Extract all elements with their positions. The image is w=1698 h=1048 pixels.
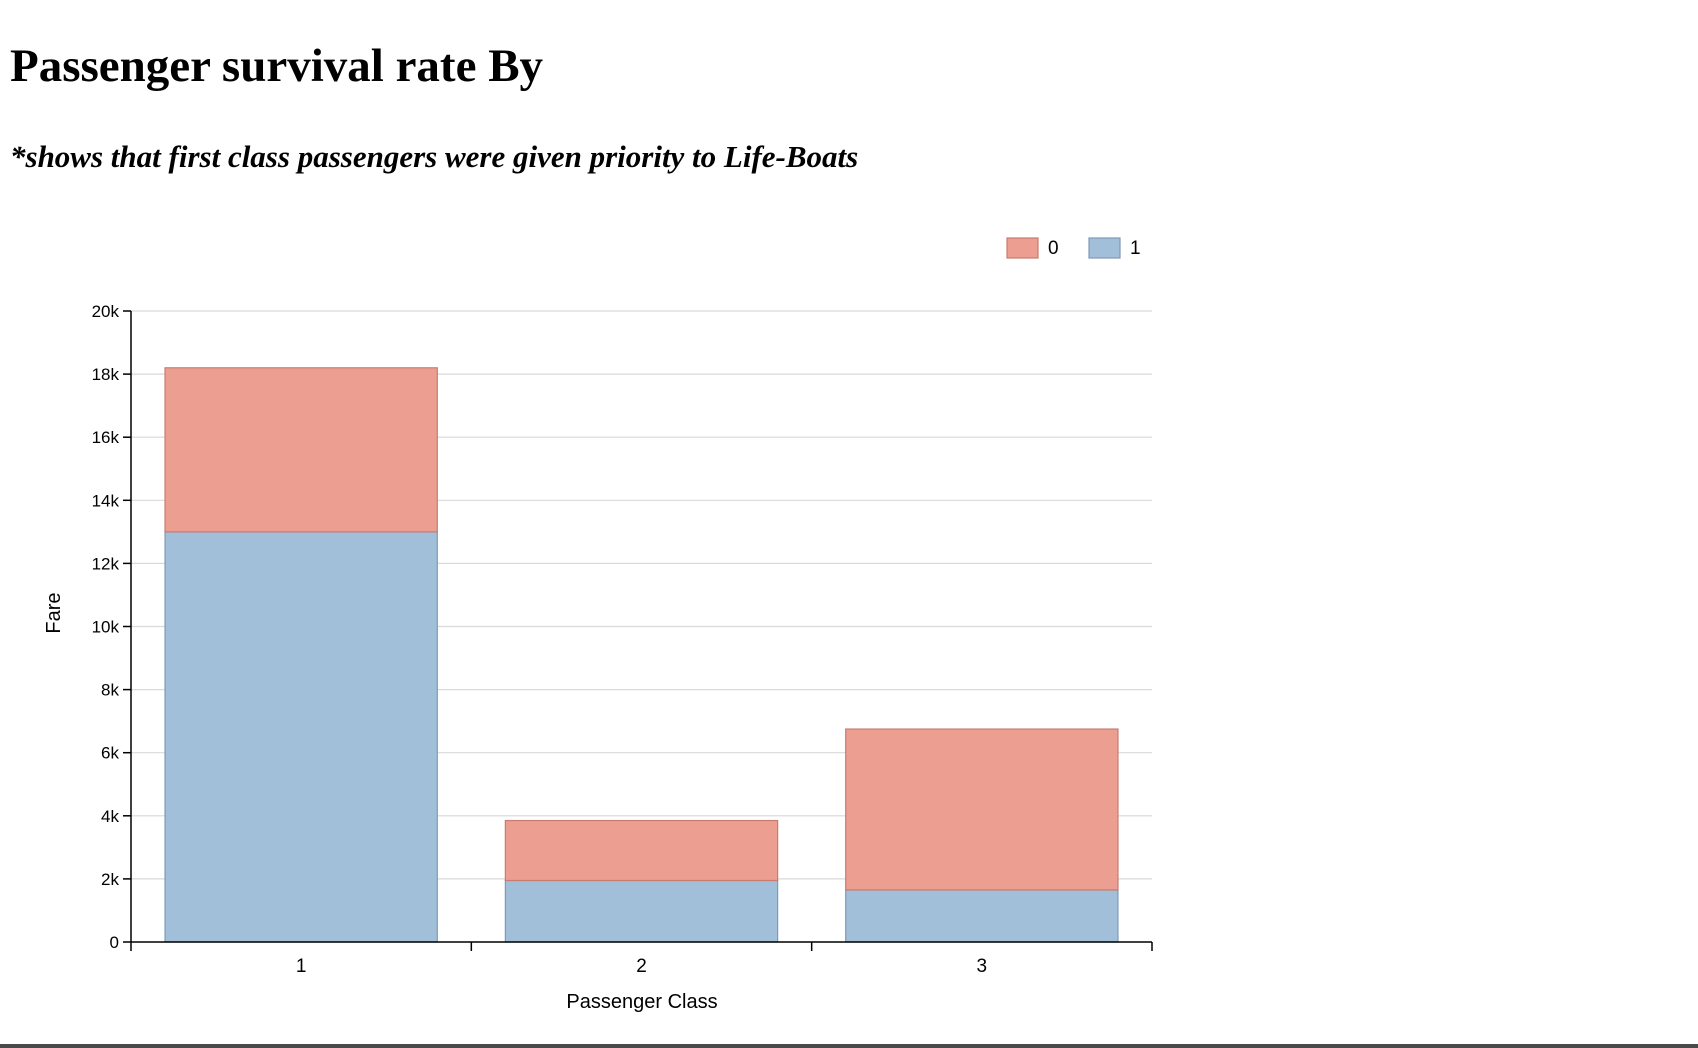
- legend-label: 1: [1130, 238, 1141, 259]
- window-bottom-border: [0, 1044, 1698, 1048]
- legend-swatch: [1088, 237, 1121, 259]
- axes: 0 2k 4k 6k 8k 10k 12k 14k 16k 18k 20k 1 2 3: [92, 302, 1153, 977]
- legend-item-1[interactable]: 1: [1088, 237, 1141, 259]
- y-tick-label: 20k: [92, 302, 120, 321]
- bar-segment-class-2-series-0[interactable]: [504, 819, 779, 882]
- y-tick-label: 2k: [101, 870, 119, 889]
- y-tick-label: 0: [110, 933, 119, 952]
- legend-item-0[interactable]: 0: [1006, 237, 1059, 259]
- y-tick-label: 8k: [101, 681, 119, 700]
- y-tick-label: 4k: [101, 807, 119, 826]
- bar-segment-class-2-series-1[interactable]: [504, 879, 779, 943]
- y-tick-label: 12k: [92, 554, 120, 573]
- bar-segment-class-1-series-1[interactable]: [164, 531, 438, 943]
- x-tick-label: 2: [636, 956, 647, 977]
- y-tick-label: 18k: [92, 365, 120, 384]
- bar-segment-class-1-series-0[interactable]: [164, 367, 438, 533]
- x-axis-label: Passenger Class: [566, 991, 717, 1013]
- page-title: Passenger survival rate By: [10, 40, 544, 92]
- bars: [164, 367, 1119, 943]
- bar-segment-class-3-series-0[interactable]: [845, 728, 1119, 891]
- bar-segment-class-3-series-1[interactable]: [845, 889, 1119, 943]
- y-tick-label: 14k: [92, 491, 120, 510]
- y-tick-label: 16k: [92, 428, 120, 447]
- y-tick-label: 6k: [101, 744, 119, 763]
- page-subtitle: *shows that first class passengers were …: [10, 139, 859, 174]
- legend-swatch: [1006, 237, 1039, 259]
- x-tick-label: 3: [977, 956, 988, 977]
- legend-label: 0: [1048, 238, 1059, 259]
- y-tick-label: 10k: [92, 618, 120, 637]
- y-axis-label: Fare: [43, 592, 65, 633]
- x-tick-label: 1: [296, 956, 307, 977]
